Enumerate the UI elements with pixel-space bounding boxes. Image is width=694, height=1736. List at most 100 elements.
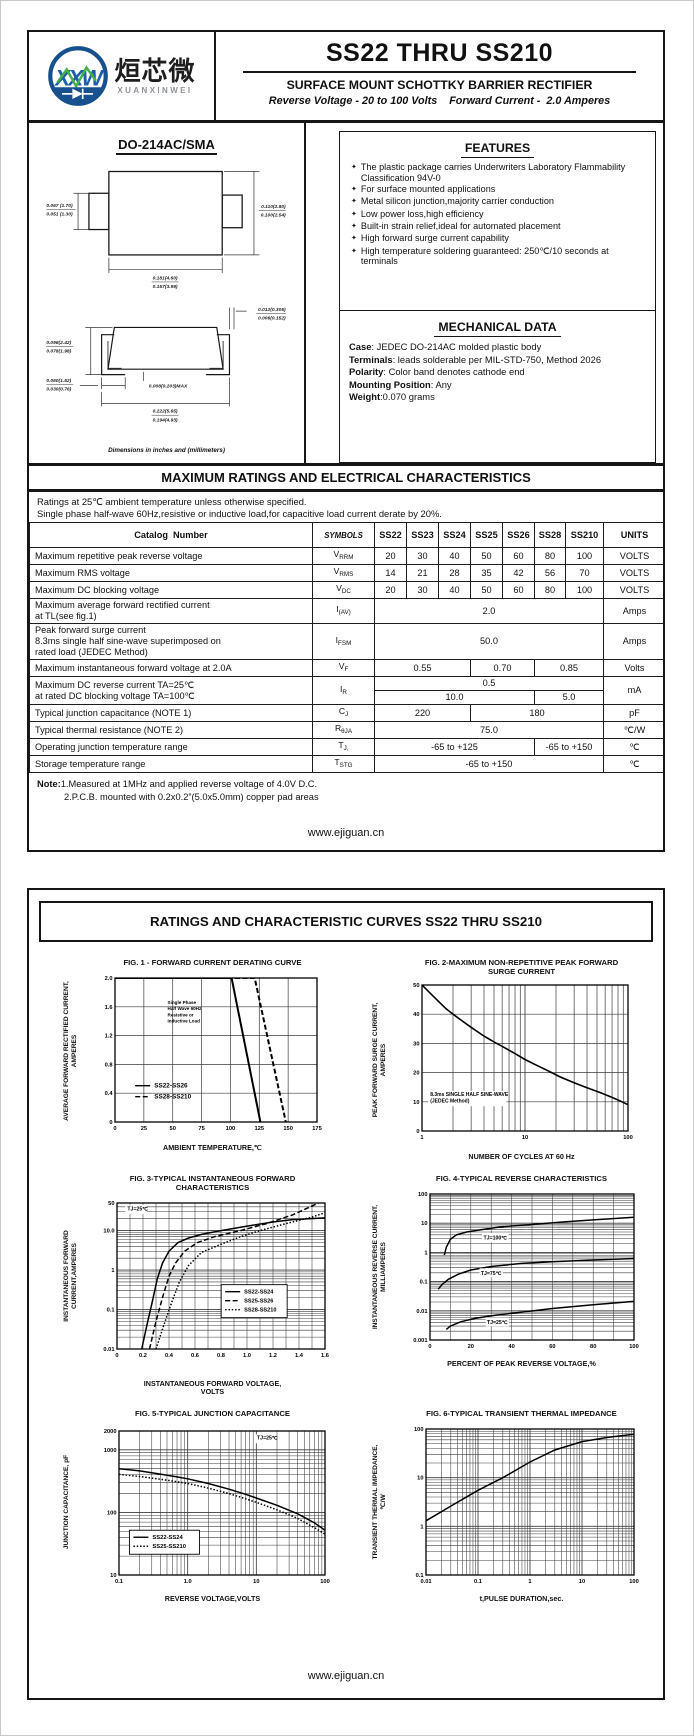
parameter-cell: Maximum instantaneous forward voltage at…: [29, 659, 313, 677]
value-cell: 60: [502, 581, 535, 599]
unit-cell: ℃: [603, 738, 663, 756]
table-row: Maximum RMS voltage VRMS 14 21 28 35 42 56 70 VOL…: [29, 564, 663, 582]
y-tick-label: 0.8: [104, 1062, 112, 1068]
y-tick-label: 0.1: [415, 1573, 423, 1579]
bullet-icon: ✦: [351, 164, 357, 171]
mechanical-item: Weight:0.070 grams: [349, 391, 435, 403]
value-cell: 180: [470, 704, 604, 722]
fig6-body: TRANSIENT THERMAL IMPEDANCE, ℃/W 0.01 0.1 1…: [362, 1420, 648, 1593]
table-row: Maximum DC reverse current TA=25℃ at rate…: [29, 676, 663, 705]
y-tick-label: 1: [420, 1524, 423, 1530]
value-cell: 35: [470, 564, 503, 582]
feature-text: The plastic package carries Underwriters…: [360, 162, 626, 183]
y-tick-label: 0.1: [419, 1279, 427, 1285]
series-TJ=25℃: [445, 1300, 634, 1330]
x-tick-label: 0.1: [115, 1579, 123, 1585]
bullet-icon: ✦: [351, 210, 357, 218]
value-cell: -65 to +150: [374, 755, 604, 773]
symbol-cell: IR: [312, 676, 375, 705]
feature-text: For surface mounted applications: [360, 184, 496, 195]
y-tick-label: 0.1: [106, 1307, 114, 1313]
column-header: SS25: [470, 522, 503, 548]
fig5-y-axis-label: JUNCTION CAPACITANCE, pF: [62, 1454, 70, 1549]
fig2-plot: 1 10 100 0 10 20 30 40 50 8.3ms SINGLE HALF SINE-…: [395, 979, 640, 1151]
diode-symbol-icon: [62, 88, 94, 100]
value-cell: 50.0: [374, 623, 604, 660]
brand-logo: XXW 烜芯微 XUANXINWEI: [29, 32, 216, 120]
column-header: SS23: [406, 522, 439, 548]
feature-item: ✦ High temperature soldering guaranteed: …: [349, 246, 646, 268]
dim-label: 0.181(4.60): [153, 275, 178, 281]
x-tick-label: 50: [169, 1126, 175, 1132]
x-tick-label: 25: [140, 1126, 146, 1132]
gridlines: [116, 1202, 325, 1349]
dim-label: 0.222(5.65): [153, 409, 178, 415]
x-tick-label: 0.8: [217, 1353, 225, 1359]
series-surge-current: [421, 985, 628, 1106]
ratings-tagline: Reverse Voltage - 20 to 100 Volts Forwar…: [268, 95, 611, 108]
legend-entry: SS25-SS210: [152, 1544, 186, 1550]
value-cell: 28: [438, 564, 471, 582]
feature-item: ✦ Metal silicon junction,majority carrier…: [349, 196, 646, 208]
x-tick-label: 10: [253, 1579, 259, 1585]
x-tick-label: 20: [467, 1344, 473, 1350]
package-name: DO-214AC/SMA: [29, 137, 304, 155]
parameter-cell: Storage temperature range: [29, 755, 313, 773]
note-line-1: Note:1.Measured at 1MHz and applied reve…: [37, 779, 318, 789]
symbol-cell: RθJA: [312, 721, 375, 739]
features-mechanical-column: FEATURES ✦ The plastic package carries Un…: [306, 123, 663, 463]
fig2-body: PEAK FORWARD SURGE CURRENT, AMPERES 1 10 10…: [362, 979, 648, 1151]
value-cell: 100: [565, 581, 604, 599]
value-cell: 40: [438, 547, 471, 565]
title-block: SS22 THRU SS210 SURFACE MOUNT SCHOTTKY B…: [216, 32, 663, 120]
y-tick-label: 10: [421, 1221, 427, 1227]
legend-entry: SS25-SS26: [244, 1298, 273, 1304]
website-footer-page1: www.ejiguan.cn: [307, 827, 385, 839]
unit-cell: mA: [603, 676, 663, 705]
feature-item: ✦ The plastic package carries Underwriter…: [349, 162, 646, 184]
feature-item: ✦ For surface mounted applications: [349, 184, 646, 196]
feature-item: ✦ High forward surge current capability: [349, 233, 646, 245]
part-number-title: SS22 THRU SS210: [325, 39, 554, 67]
y-tick-label: 0: [416, 1129, 419, 1135]
value-cell: 80: [534, 547, 566, 565]
bullet-icon: ✦: [351, 222, 357, 230]
x-tick-label: 0.6: [191, 1353, 199, 1359]
annotation: (JEDEC Method): [430, 1099, 470, 1105]
dimension-lines-side: [79, 307, 247, 407]
mechanical-item: Terminals: leads solderable per MIL-STD-…: [349, 353, 602, 365]
unit-cell: ℃: [603, 755, 663, 773]
parameter-cell: Maximum DC reverse current TA=25℃ at rate…: [29, 676, 313, 705]
mechanical-heading: MECHANICAL DATA: [349, 318, 646, 337]
y-tick-label: 10: [417, 1475, 423, 1481]
series-transient-thermal-impedance: [425, 1433, 634, 1522]
series-SS22-SS24: [118, 1467, 325, 1531]
feature-text: Low power loss,high efficiency: [360, 208, 484, 219]
y-tick-label: 1000: [103, 1448, 116, 1454]
symbol-cell: VDC: [312, 581, 375, 599]
datasheet-page-2: RATINGS AND CHARACTERISTIC CURVES SS22 T…: [27, 888, 665, 1700]
fig4-title: FIG. 4-TYPICAL REVERSE CHARACTERISTICS: [435, 1173, 608, 1183]
y-tick-label: 1: [424, 1250, 427, 1256]
annotation: Inductive Load: [167, 1019, 200, 1024]
x-tick-label: 60: [549, 1344, 555, 1350]
fig3-body: INSTANTANEOUS FORWARD CURRENT,AMPERES 0 0.…: [53, 1194, 339, 1367]
gridlines: [421, 985, 628, 1131]
dim-label: 0.008(0.203)MAX: [149, 383, 188, 389]
value-cell: 0.70: [470, 659, 535, 677]
figure-fig2: FIG. 2-MAXIMUM NON-REPETITIVE PEAK FORWA…: [362, 958, 648, 1162]
dim-label: 0.096(2.42): [46, 340, 71, 346]
fig1-x-axis-label: AMBIENT TEMPERATURE,℃: [163, 1143, 262, 1152]
fig6-title: FIG. 6-TYPICAL TRANSIENT THERMAL IMPEDAN…: [426, 1408, 617, 1418]
y-tick-label: 100: [414, 1427, 424, 1433]
x-tick-label: 1.4: [295, 1353, 304, 1359]
figure-fig1: FIG. 1 - FORWARD CURRENT DERATING CURVE A…: [53, 958, 339, 1162]
unit-cell: VOLTS: [603, 547, 663, 565]
value-cell: 0.55: [374, 659, 471, 677]
value-cell: 30: [406, 547, 439, 565]
package-side-view: [101, 326, 231, 376]
parameter-cell: Maximum DC blocking voltage: [29, 581, 313, 599]
feature-text: Built-in strain relief,ideal for automat…: [360, 220, 561, 231]
y-tick-label: 100: [418, 1192, 428, 1198]
parameter-cell: Peak forward surge current 8.3ms single h…: [29, 623, 313, 660]
